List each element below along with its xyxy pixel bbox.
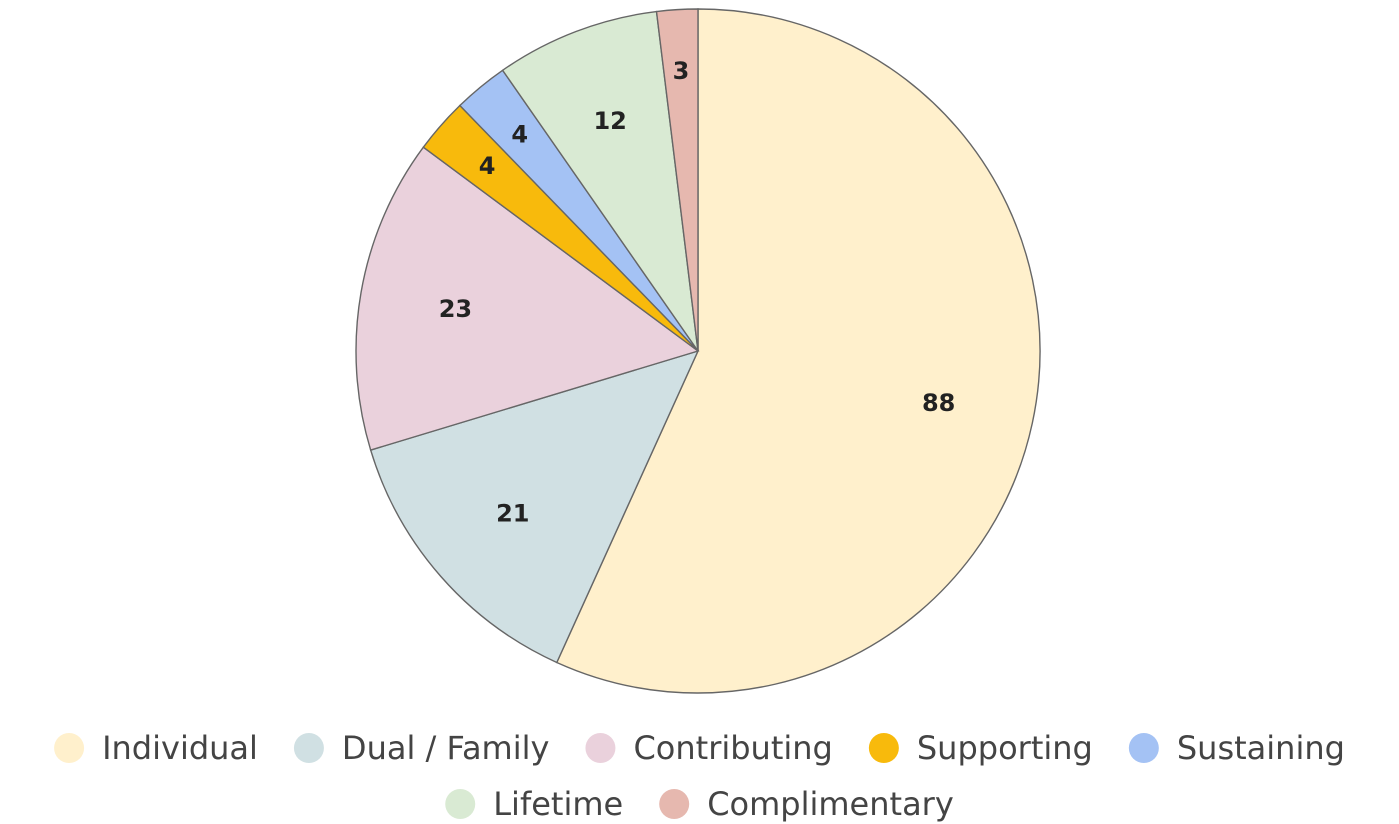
legend-item-supporting: Supporting xyxy=(868,729,1093,767)
pie-slice-complimentary xyxy=(655,8,699,352)
pie-slice-individual xyxy=(555,8,1041,694)
data-label-complimentary: 3 xyxy=(673,57,690,85)
legend-swatch-individual xyxy=(54,733,85,763)
legend-swatch-supporting xyxy=(868,733,899,763)
data-label-lifetime: 12 xyxy=(593,107,626,135)
legend-item-sustaining: Sustaining xyxy=(1128,729,1345,767)
legend-swatch-contributing xyxy=(585,733,616,763)
legend-swatch-complimentary xyxy=(659,789,690,819)
legend-item-contributing: Contributing xyxy=(585,729,833,767)
pie-slice-contributing xyxy=(355,146,700,451)
legend-label-contributing: Contributing xyxy=(633,729,832,767)
legend-label-dual-family: Dual / Family xyxy=(342,729,550,767)
legend-label-sustaining: Sustaining xyxy=(1177,729,1345,767)
data-label-contributing: 23 xyxy=(439,295,472,323)
legend-label-individual: Individual xyxy=(102,729,258,767)
legend-swatch-dual-family xyxy=(293,733,324,763)
pie-slice-dual-family xyxy=(369,349,700,664)
data-label-supporting: 4 xyxy=(479,152,496,180)
legend-label-supporting: Supporting xyxy=(917,729,1093,767)
legend-item-complimentary: Complimentary xyxy=(659,785,954,823)
data-label-dual-family: 21 xyxy=(496,499,529,527)
legend-item-lifetime: Lifetime xyxy=(445,785,623,823)
legend-item-dual-family: Dual / Family xyxy=(293,729,550,767)
legend-swatch-sustaining xyxy=(1128,733,1159,763)
pie-data-labels: 88 21 23 44 12 3 xyxy=(439,57,956,527)
legend-label-lifetime: Lifetime xyxy=(493,785,623,823)
pie-slices xyxy=(355,8,1041,694)
chart-legend: Individual Dual / Family Contributing Suppo… xyxy=(54,729,1345,823)
legend-swatch-lifetime xyxy=(445,789,476,819)
legend-item-individual: Individual xyxy=(54,729,258,767)
legend-label-complimentary: Complimentary xyxy=(707,785,954,823)
data-label-individual: 88 xyxy=(922,389,955,417)
pie-slice-lifetime xyxy=(501,10,699,352)
data-label-sustaining: 4 xyxy=(511,121,528,149)
